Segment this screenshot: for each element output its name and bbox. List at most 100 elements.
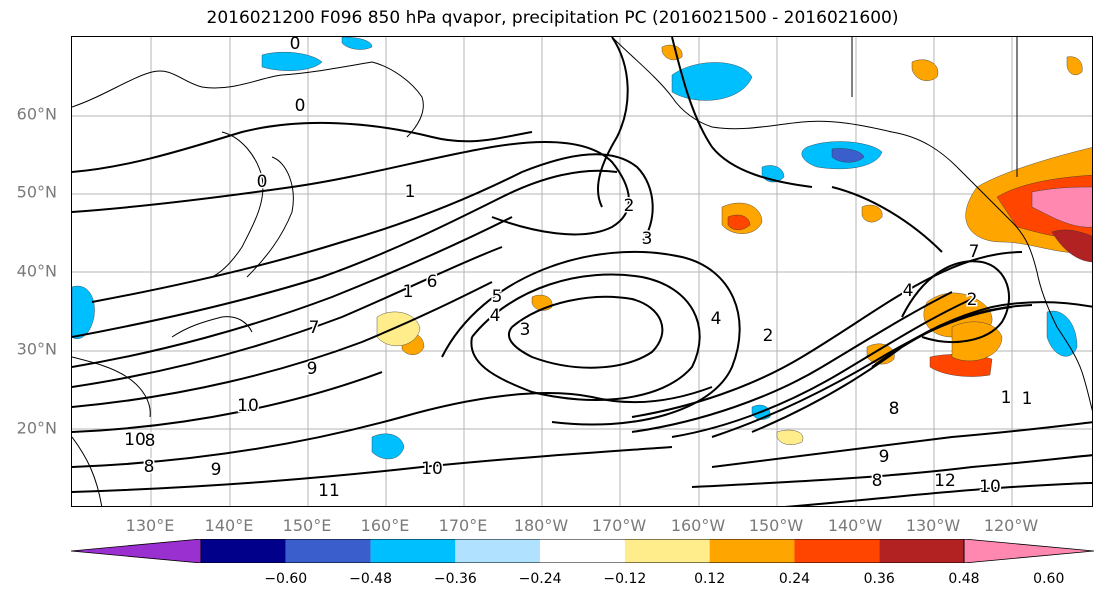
coastline [711,120,958,168]
coastline [72,61,373,108]
colorbar-tick-label: −0.12 [603,571,647,587]
colorbar-segment [709,539,795,563]
precip-shade-region [1051,229,1092,263]
longitude-label: 160°E [360,516,410,535]
colorbar-tick-label: 0.60 [1033,571,1065,587]
contour-label: 8 [872,471,883,491]
qvapor-contour-line [671,37,813,188]
coastline [371,61,424,138]
colorbar-segment [370,539,456,563]
contour-label: 0 [257,172,268,192]
contour-label: 12 [934,471,956,491]
longitude-label: 130°W [905,516,961,535]
latitude-label: 50°N [16,182,57,202]
qvapor-contour-line [871,301,1092,368]
contour-label: 2 [967,290,978,310]
contour-label: 1 [403,282,414,302]
qvapor-contour-line [470,273,701,401]
contour-label: 10 [124,430,146,450]
qvapor-contour-line [72,371,383,433]
contour-label: 7 [969,242,980,262]
contour-label: 0 [295,96,306,116]
precip-shade-region [831,148,865,163]
contour-label: 9 [879,447,890,467]
qvapor-contour-line [901,260,1011,343]
precip-shade-region [727,214,751,231]
colorbar [70,538,1095,567]
colorbar-segment [540,539,625,563]
contour-label: 9 [307,359,318,379]
contour-label: 1 [1022,389,1033,409]
latitude-label: 60°N [16,104,57,124]
precip-shade-region [776,429,804,445]
coastline [72,436,103,506]
precip-shade-region [661,44,683,61]
contour-label: 10 [237,396,259,416]
qvapor-contour-line [91,153,654,303]
qvapor-contour-line [631,291,953,433]
precip-shade-region [261,51,323,71]
precip-shade-region [861,204,883,223]
colorbar-extend-low [70,538,202,564]
contour-label: 6 [427,272,438,292]
longitude-label: 140°E [204,516,254,535]
contour-label: 5 [492,287,503,307]
longitude-label: 150°E [282,516,332,535]
qvapor-contour-line [597,37,629,208]
latitude-label: 20°N [16,418,57,438]
qvapor-contour-line [72,121,533,173]
colorbar-segment [624,539,710,563]
precip-shade-region [951,321,1003,362]
precip-shade-region [72,285,95,339]
colorbar-tick-label: −0.24 [518,571,562,587]
longitude-label: 170°E [438,516,488,535]
contour-label: 3 [520,320,531,340]
coastline [1056,326,1092,412]
precip-shade-region [866,343,895,365]
colorbar-tick-label: 0.48 [948,571,980,587]
contour-label: 8 [889,399,900,419]
qvapor-contour-line [441,250,741,426]
longitude-label: 150°W [748,516,804,535]
longitude-label: 170°W [591,516,647,535]
contour-label: 2 [624,196,635,216]
colorbar-extend-high [963,538,1095,564]
qvapor-contour-line [72,141,630,236]
colorbar-segment [794,539,880,563]
graticule [72,37,1092,506]
coastlines [72,37,1092,506]
qvapor-contour-line [72,246,503,388]
colorbar-tick-label: −0.36 [433,571,477,587]
longitude-label: 120°W [983,516,1039,535]
coastline [956,166,1058,328]
colorbar-bar [70,538,1095,564]
contour-label: 9 [211,460,222,480]
qvapor-contour-line [507,295,664,369]
colorbar-segment [285,539,371,563]
contour-label: 8 [145,431,156,451]
coastline [171,316,253,338]
colorbar-segment [879,539,964,563]
qvapor-contour-line [671,298,973,438]
contour-label: 10 [979,477,1001,497]
contour-label: 3 [642,229,653,249]
qvapor-contour-line [72,386,713,468]
precip-shade-region [911,59,939,81]
map-panel: 0 0 0 1 1 2 3 4 3 4 5 6 7 9 10 10 10 11 8 8 9 1 2 4 7 2 1 8 9 8 12 10 [71,36,1093,507]
longitude-label: 140°W [827,516,883,535]
contour-label: 1 [405,182,416,202]
coastline [246,156,294,278]
contour-label: 11 [318,481,340,501]
qvapor-contour-line [711,421,1092,468]
qvapor-contour-line [831,186,943,253]
qvapor-contour-line [72,281,493,408]
longitude-label: 180°W [513,516,569,535]
latitude-label: 30°N [16,339,57,359]
contour-label: 10 [421,459,443,479]
longitude-label: 160°W [670,516,726,535]
coastline [211,131,264,278]
colorbar-tick-label: −0.60 [264,571,308,587]
contour-label: 7 [309,318,320,338]
